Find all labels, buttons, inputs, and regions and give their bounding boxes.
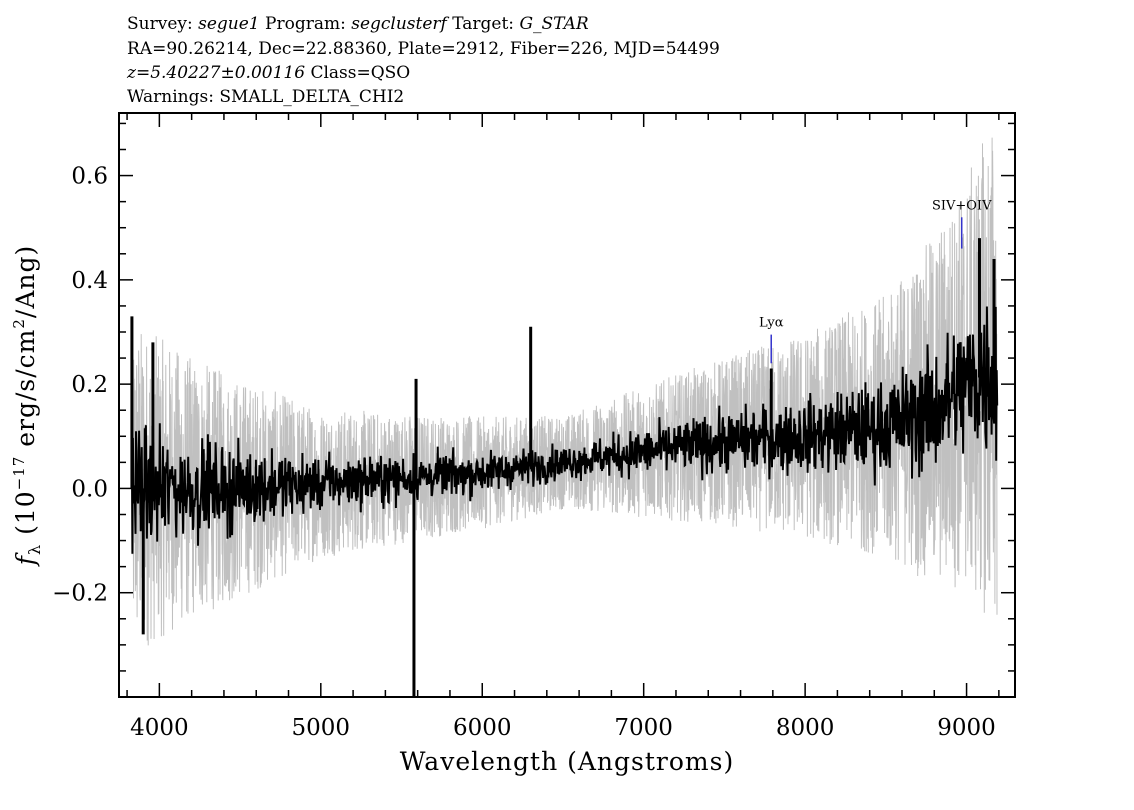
header-line-3: z=5.40227±0.00116 Class=QSO (126, 63, 410, 83)
header-line-4: Warnings: SMALL_DELTA_CHI2 (127, 87, 404, 107)
x-tick-label-2: 6000 (453, 715, 512, 741)
x-tick-label-0: 4000 (130, 715, 189, 741)
y-tick-label-3: 0.4 (71, 268, 108, 294)
line-label-0: Lyα (759, 316, 784, 331)
header-line-1: Survey: segue1 Program: segclusterf Targ… (127, 14, 589, 34)
emission-line-markers: Lyα SIV+OIV (759, 198, 992, 364)
y-tick-label-4: 0.6 (71, 164, 108, 190)
y-axis-title: fλ (10−17 erg/s/cm2/Ang) (10, 245, 44, 568)
flux-spikes (130, 238, 996, 697)
x-tick-label-5: 9000 (937, 715, 996, 741)
x-tick-labels: 4000 5000 6000 7000 8000 9000 (130, 715, 996, 741)
line-label-1: SIV+OIV (932, 198, 992, 213)
x-axis-title: Wavelength (Angstroms) (400, 747, 734, 776)
x-tick-label-3: 7000 (614, 715, 673, 741)
y-tick-label-2: 0.2 (71, 372, 108, 398)
axis-ticks (119, 113, 1015, 698)
x-tick-label-1: 5000 (292, 715, 351, 741)
flux-series (130, 306, 999, 554)
x-tick-label-4: 8000 (776, 715, 835, 741)
plot-area (130, 137, 999, 697)
header-line-2: RA=90.26214, Dec=22.88360, Plate=2912, F… (127, 39, 720, 59)
y-tick-label-0: −0.2 (52, 581, 108, 607)
plot-frame (118, 112, 1016, 698)
noise-series (131, 137, 998, 646)
y-tick-labels: −0.2 0.0 0.2 0.4 0.6 (52, 164, 108, 607)
y-tick-label-1: 0.0 (71, 476, 108, 502)
